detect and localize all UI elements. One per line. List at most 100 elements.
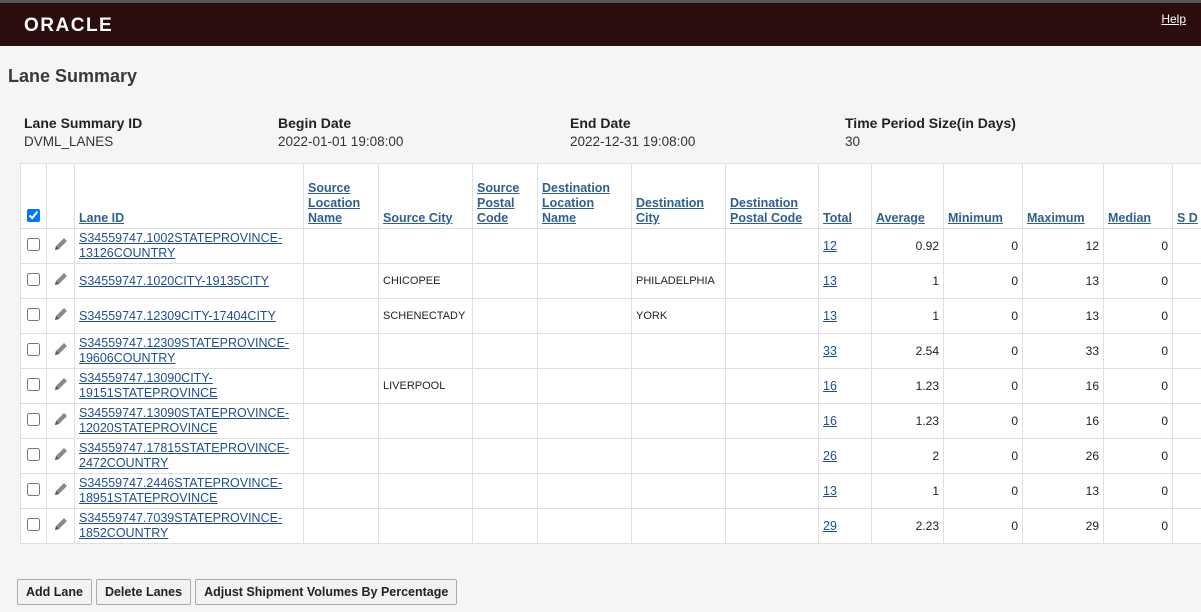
- edit-button[interactable]: [52, 483, 70, 501]
- button-bar: Add Lane Delete Lanes Adjust Shipment Volu…: [17, 579, 458, 605]
- column-sort-link[interactable]: Average: [876, 211, 925, 225]
- total-link[interactable]: 16: [823, 413, 837, 428]
- column-sort-link[interactable]: Source Location Name: [308, 181, 361, 225]
- numeric-cell: 13: [1022, 263, 1104, 299]
- numeric-cell: 0: [1103, 438, 1173, 474]
- summary-field: Begin Date 2022-01-01 19:08:00: [278, 115, 403, 149]
- lane-id-link[interactable]: S34559747.1020CITY-19135CITY: [79, 273, 269, 288]
- column-sort-link[interactable]: Source City: [383, 211, 453, 225]
- select-cell: [20, 403, 47, 439]
- row-checkbox[interactable]: [27, 342, 40, 356]
- column-sort-link[interactable]: Total: [823, 211, 852, 225]
- edit-icon: [54, 483, 67, 495]
- lane-id-cell: S34559747.17815STATEPROVINCE-2472COUNTRY: [74, 438, 304, 474]
- row-checkbox[interactable]: [27, 377, 40, 391]
- column-sort-link[interactable]: Source Postal Code: [477, 181, 520, 225]
- logo: ORACLE: [24, 15, 114, 36]
- total-link[interactable]: 13: [823, 273, 837, 288]
- edit-cell: [46, 228, 75, 264]
- edit-button[interactable]: [52, 378, 70, 396]
- lane-id-link[interactable]: S34559747.1002STATEPROVINCE-13126COUNTRY: [79, 231, 283, 260]
- text-cell: [537, 263, 632, 299]
- numeric-cell: 0: [1103, 473, 1173, 509]
- lane-id-link[interactable]: S34559747.17815STATEPROVINCE-2472COUNTRY: [79, 441, 290, 470]
- column-header: Maximum: [1022, 163, 1104, 229]
- column-sort-link[interactable]: S D: [1177, 211, 1198, 225]
- total-link[interactable]: 13: [823, 308, 837, 323]
- lane-id-cell: S34559747.13090STATEPROVINCE-12020STATEP…: [74, 403, 304, 439]
- lane-row: S34559747.13090STATEPROVINCE-12020STATEP…: [20, 403, 1201, 439]
- lane-id-link[interactable]: S34559747.12309CITY-17404CITY: [79, 308, 276, 323]
- summary-label: Time Period Size(in Days): [845, 115, 1016, 131]
- column-sort-link[interactable]: Destination Postal Code: [730, 196, 803, 225]
- numeric-cell: 26: [1022, 438, 1104, 474]
- total-link[interactable]: 26: [823, 448, 837, 463]
- total-cell: 16: [818, 403, 872, 439]
- clipped-cell: [1172, 508, 1201, 544]
- text-cell: [537, 403, 632, 439]
- action-button[interactable]: Add Lane: [17, 579, 92, 605]
- lane-id-link[interactable]: S34559747.2446STATEPROVINCE-18951STATEPR…: [79, 476, 283, 505]
- total-cell: 13: [818, 473, 872, 509]
- edit-button[interactable]: [52, 448, 70, 466]
- action-button[interactable]: Delete Lanes: [95, 579, 192, 605]
- lane-id-link[interactable]: S34559747.13090CITY-19151STATEPROVINCE: [79, 371, 218, 400]
- text-cell: [303, 228, 379, 264]
- edit-button[interactable]: [52, 413, 70, 431]
- total-cell: 13: [818, 263, 872, 299]
- help-link[interactable]: Help: [1161, 12, 1186, 26]
- total-link[interactable]: 13: [823, 483, 837, 498]
- row-checkbox[interactable]: [27, 272, 40, 286]
- numeric-cell: 0: [1103, 403, 1173, 439]
- select-cell: [20, 508, 47, 544]
- edit-cell: [46, 508, 75, 544]
- column-sort-link[interactable]: Maximum: [1027, 211, 1085, 225]
- total-link[interactable]: 33: [823, 343, 837, 358]
- select-cell: [20, 438, 47, 474]
- edit-button[interactable]: [52, 273, 70, 291]
- total-link[interactable]: 12: [823, 238, 837, 253]
- lane-id-cell: S34559747.2446STATEPROVINCE-18951STATEPR…: [74, 473, 304, 509]
- column-sort-link[interactable]: Destination Location Name: [542, 181, 611, 225]
- text-cell: [725, 403, 819, 439]
- row-checkbox[interactable]: [27, 412, 40, 426]
- row-checkbox[interactable]: [27, 517, 40, 531]
- edit-button[interactable]: [52, 308, 70, 326]
- numeric-cell: 29: [1022, 508, 1104, 544]
- row-checkbox[interactable]: [27, 307, 40, 321]
- row-checkbox[interactable]: [27, 447, 40, 461]
- total-cell: 12: [818, 228, 872, 264]
- clipped-cell: [1172, 403, 1201, 439]
- action-button[interactable]: Adjust Shipment Volumes By Percentage: [195, 579, 458, 605]
- total-link[interactable]: 29: [823, 518, 837, 533]
- edit-button[interactable]: [52, 343, 70, 361]
- lane-row: S34559747.2446STATEPROVINCE-18951STATEPR…: [20, 473, 1201, 509]
- edit-button[interactable]: [52, 518, 70, 536]
- text-cell: [378, 333, 473, 369]
- edit-button[interactable]: [52, 238, 70, 256]
- column-sort-link[interactable]: Median: [1108, 211, 1152, 225]
- numeric-cell: 2.23: [871, 508, 944, 544]
- edit-icon: [54, 413, 67, 425]
- column-sort-link[interactable]: Destination City: [636, 196, 705, 225]
- text-cell: LIVERPOOL: [378, 368, 473, 404]
- total-link[interactable]: 16: [823, 378, 837, 393]
- text-cell: [631, 228, 726, 264]
- text-cell: [472, 438, 538, 474]
- edit-icon: [54, 448, 67, 460]
- lane-id-link[interactable]: S34559747.13090STATEPROVINCE-12020STATEP…: [79, 406, 290, 435]
- text-cell: [725, 438, 819, 474]
- column-sort-link[interactable]: Minimum: [948, 211, 1003, 225]
- row-checkbox[interactable]: [27, 237, 40, 251]
- clipped-cell: [1172, 368, 1201, 404]
- text-cell: [472, 333, 538, 369]
- select-all-checkbox[interactable]: [27, 209, 40, 222]
- lane-id-link[interactable]: S34559747.7039STATEPROVINCE-1852COUNTRY: [79, 511, 283, 540]
- lane-id-cell: S34559747.1020CITY-19135CITY: [74, 263, 304, 299]
- lane-row: S34559747.1020CITY-19135CITY CHICOPEE PHIL…: [20, 263, 1201, 299]
- row-checkbox[interactable]: [27, 482, 40, 496]
- column-sort-link[interactable]: Lane ID: [79, 211, 125, 225]
- lane-id-link[interactable]: S34559747.12309STATEPROVINCE-19606COUNTR…: [79, 336, 290, 365]
- numeric-cell: 0: [943, 403, 1023, 439]
